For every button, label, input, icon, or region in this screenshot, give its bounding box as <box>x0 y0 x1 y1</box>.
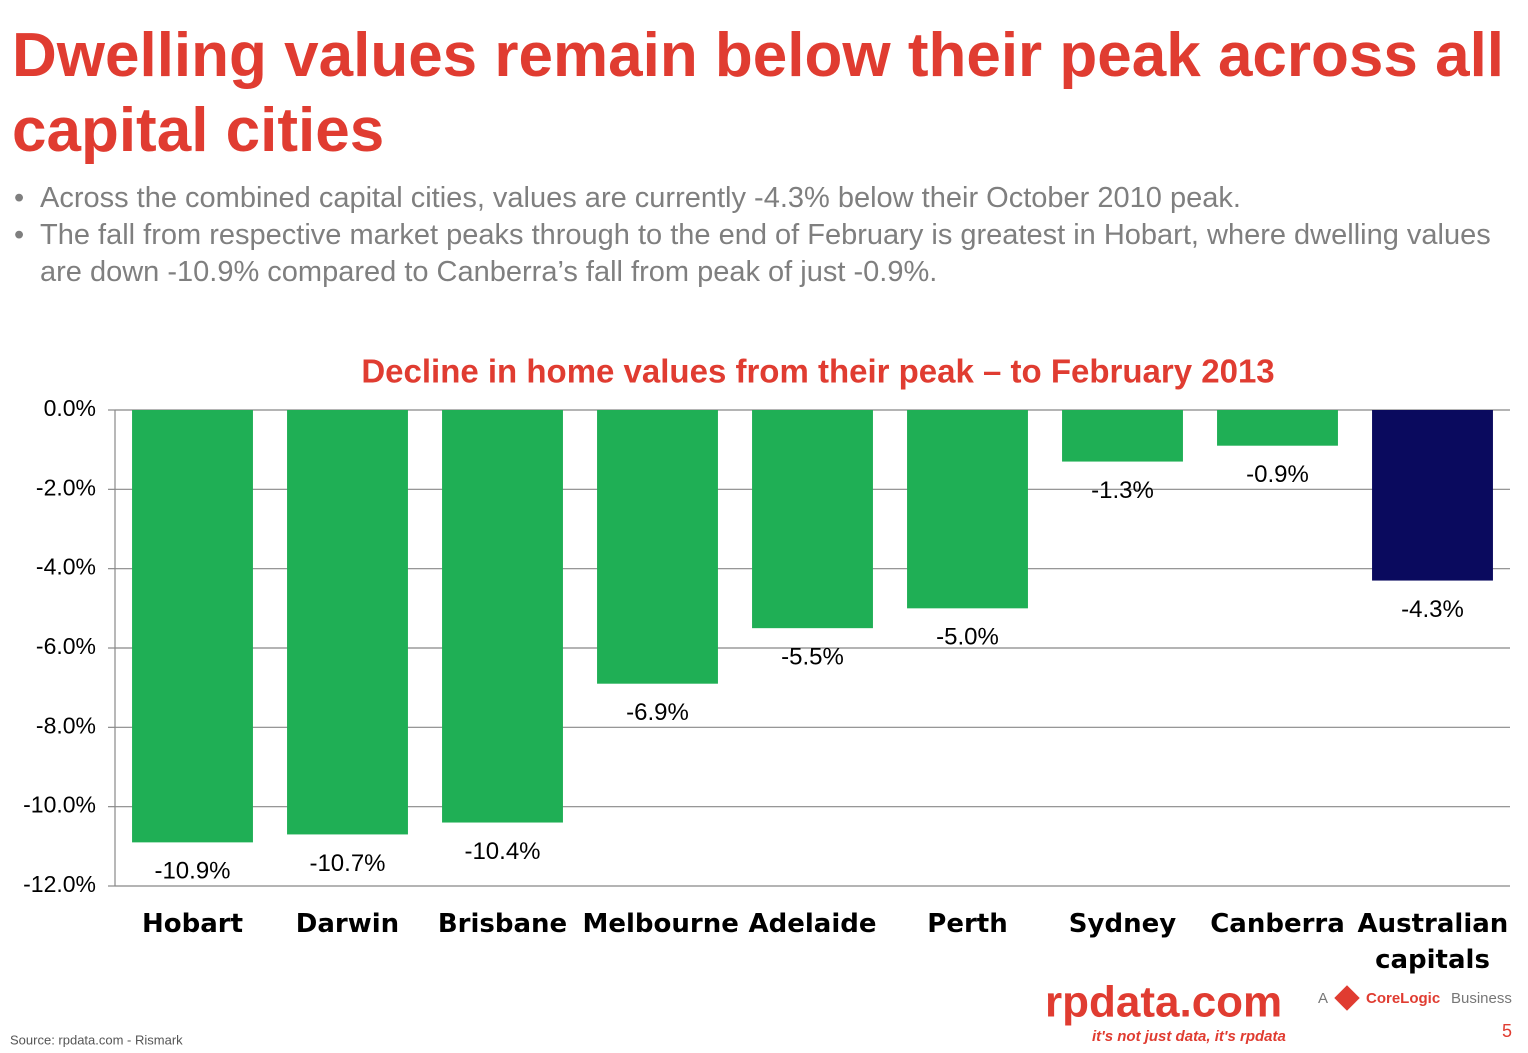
bar <box>1062 410 1183 462</box>
bar <box>442 410 563 823</box>
value-label: -10.7% <box>309 850 385 877</box>
brand-icon <box>1334 985 1360 1011</box>
bar <box>1372 410 1493 581</box>
bar <box>132 410 253 843</box>
value-label: -5.5% <box>781 644 844 671</box>
bar <box>287 410 408 835</box>
bullet-list: Across the combined capital cities, valu… <box>14 180 1519 291</box>
y-tick-label: -2.0% <box>36 474 96 500</box>
value-label: -5.0% <box>936 624 999 651</box>
value-label: -1.3% <box>1091 477 1154 504</box>
y-tick-label: -8.0% <box>36 712 96 738</box>
brand-suffix: Business <box>1451 990 1512 1007</box>
bullet: The fall from respective market peaks th… <box>14 217 1519 291</box>
x-tick-label: Adelaide <box>748 909 877 939</box>
value-label: -4.3% <box>1401 596 1464 623</box>
bar <box>752 410 873 629</box>
y-tick-label: -12.0% <box>23 871 96 897</box>
chart-title: Decline in home values from their peak –… <box>361 353 1274 390</box>
bar <box>907 410 1028 609</box>
y-tick-label: -6.0% <box>36 633 96 659</box>
x-tick-label: Melbourne <box>582 909 739 939</box>
source: Source: rpdata.com - Rismark <box>10 1032 183 1047</box>
value-label: -10.9% <box>154 858 230 885</box>
x-tick-label: Hobart <box>141 909 244 939</box>
x-tick-label: Sydney <box>1068 909 1177 939</box>
y-tick-label: 0.0% <box>44 395 96 421</box>
page-number: 5 <box>1502 1021 1512 1041</box>
tagline: it's not just data, it's rpdata <box>1092 1028 1286 1045</box>
bullet: Across the combined capital cities, valu… <box>14 180 1519 217</box>
y-tick-label: -4.0% <box>36 554 96 580</box>
bar <box>597 410 718 684</box>
value-label: -6.9% <box>626 699 689 726</box>
slide-title: Dwelling values remain below their peak … <box>12 21 1505 165</box>
brand-a: A <box>1318 990 1328 1007</box>
x-tick-label: Perth <box>927 909 1008 939</box>
y-tick-label: -10.0% <box>23 792 96 818</box>
x-tick-label: Brisbane <box>437 909 568 939</box>
bar <box>1217 410 1338 446</box>
x-tick-label: Darwin <box>295 909 400 939</box>
x-tick-label: Canberra <box>1210 909 1345 939</box>
x-tick-label: Australian capitals <box>1357 909 1509 975</box>
brand-name: CoreLogic <box>1366 990 1440 1007</box>
value-label: -0.9% <box>1246 461 1309 488</box>
logo: rpdata.com <box>1045 978 1282 1027</box>
value-label: -10.4% <box>464 838 540 865</box>
